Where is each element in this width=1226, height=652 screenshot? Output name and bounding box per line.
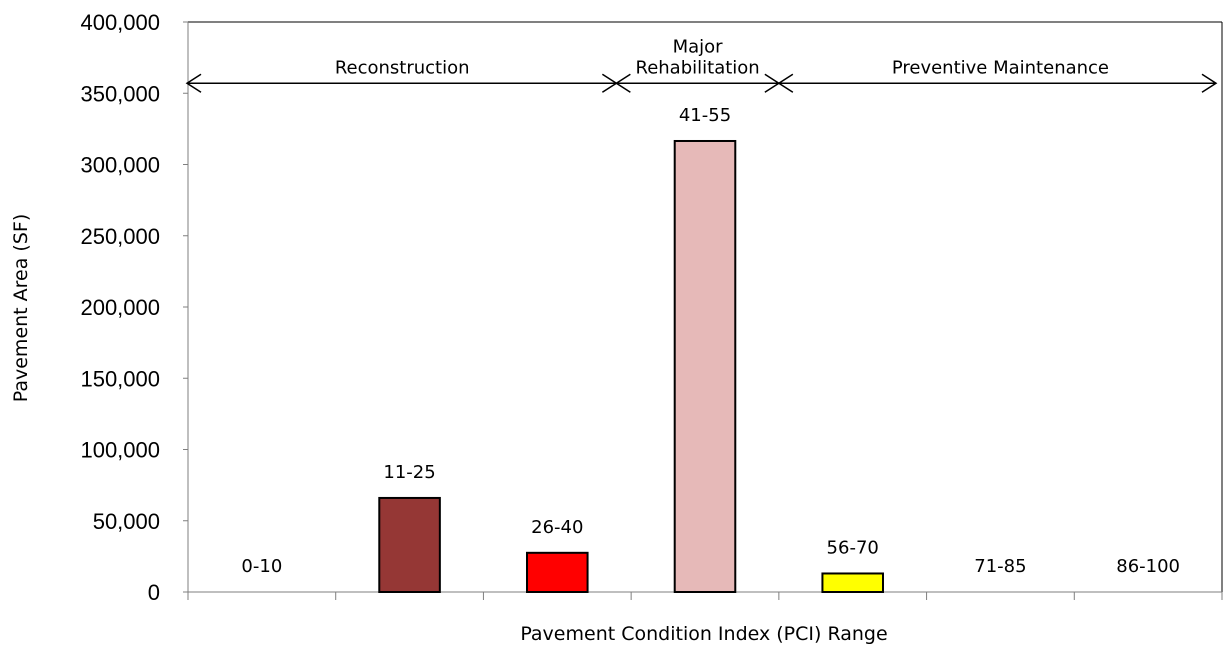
zone-label: Major	[673, 36, 724, 57]
y-tick-label: 250,000	[80, 224, 160, 249]
bar-11-25	[378, 496, 441, 594]
y-axis-title: Pavement Area (SF)	[10, 214, 32, 403]
y-tick-label: 300,000	[80, 153, 160, 178]
data-label-86-100: 86-100	[1116, 556, 1180, 577]
y-tick-label: 0	[148, 580, 160, 605]
zone-label: Reconstruction	[335, 57, 470, 78]
data-label-41-55: 41-55	[679, 105, 731, 126]
y-tick-label: 50,000	[93, 509, 160, 534]
y-tick-label: 100,000	[80, 438, 160, 463]
data-label-71-85: 71-85	[974, 556, 1026, 577]
bars: 0-10 11-25 26-40 41-55 56-70 71-85 86-100	[241, 105, 1180, 594]
x-axis	[187, 591, 1223, 600]
data-label-11-25: 11-25	[383, 462, 435, 483]
y-axis: 0 50,000 100,000 150,000 200,000 250,000 300,0…	[80, 10, 1223, 605]
bar-56-70	[821, 572, 884, 593]
data-label-26-40: 26-40	[531, 517, 583, 538]
x-axis-title: Pavement Condition Index (PCI) Range	[520, 623, 887, 645]
y-tick-label: 350,000	[80, 81, 160, 106]
arrowhead-left	[777, 73, 794, 93]
arrowhead-left	[614, 73, 631, 93]
y-tick-label: 200,000	[80, 295, 160, 320]
zone-label: Rehabilitation	[636, 57, 760, 78]
arrowhead-right	[1201, 73, 1218, 93]
y-tick-label: 150,000	[80, 366, 160, 391]
data-label-56-70: 56-70	[827, 537, 879, 558]
arrowhead-left	[185, 73, 202, 93]
y-tick-label: 400,000	[80, 10, 160, 35]
bar-26-40	[526, 551, 589, 593]
data-label-0-10: 0-10	[241, 556, 282, 577]
zone-label: Preventive Maintenance	[892, 57, 1109, 78]
bar-41-55	[673, 139, 737, 594]
